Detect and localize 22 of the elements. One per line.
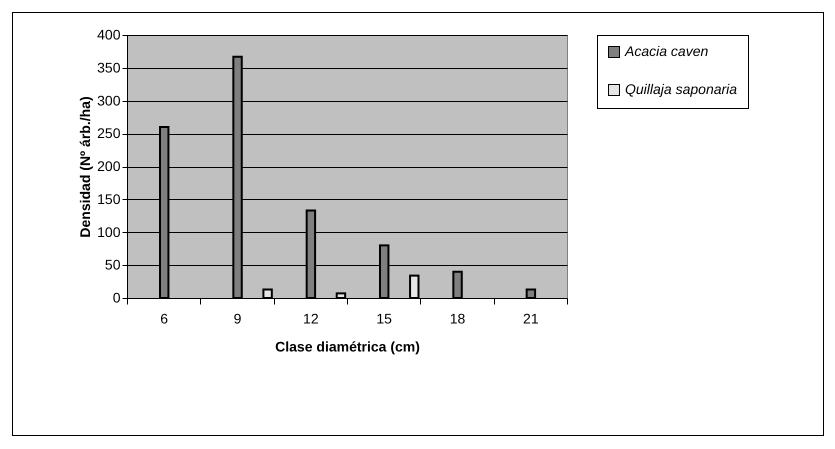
x-tick-label: 12 xyxy=(303,310,319,326)
bar xyxy=(262,288,273,299)
x-tick-label: 15 xyxy=(376,310,392,326)
y-tick-label: 250 xyxy=(97,125,121,142)
y-axis-title: Densidad (Nº árb./ha) xyxy=(77,96,94,238)
y-tick-label: 350 xyxy=(97,59,121,76)
y-tick-label: 50 xyxy=(104,256,121,273)
y-tick-label: 0 xyxy=(112,290,121,306)
x-tick-label: 21 xyxy=(523,310,539,326)
y-tick-label: 100 xyxy=(97,224,121,240)
x-tick-label: 18 xyxy=(450,310,466,326)
y-tick-label: 400 xyxy=(97,26,121,42)
bar xyxy=(409,274,420,299)
y-tick-label: 300 xyxy=(97,92,121,108)
legend-label: Acacia caven xyxy=(624,43,708,59)
x-tick-label: 6 xyxy=(160,310,168,326)
y-tick-label: 200 xyxy=(97,158,121,174)
y-tick-label: 150 xyxy=(97,190,121,207)
x-axis-title: Clase diamétrica (cm) xyxy=(275,338,420,354)
x-tick-label: 9 xyxy=(234,310,242,326)
bar xyxy=(336,292,346,299)
legend-label: Quillaja saponaria xyxy=(625,81,738,97)
